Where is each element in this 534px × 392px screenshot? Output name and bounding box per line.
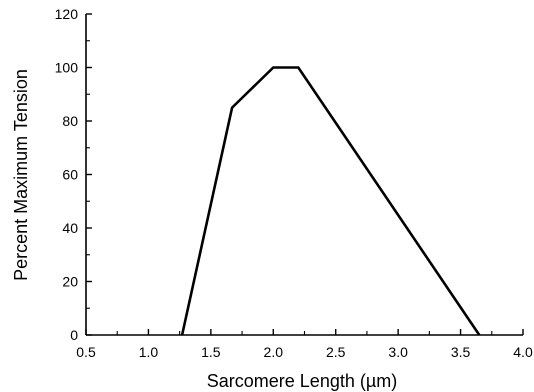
y-axis-title: Percent Maximum Tension — [11, 69, 31, 281]
y-tick-label-6: 120 — [55, 6, 79, 22]
y-tick-label-4: 80 — [62, 113, 78, 129]
x-ticks: 0.5 1.0 1.5 2.0 2.5 3.0 3.5 4.0 — [76, 329, 533, 360]
x-axis-title: Sarcomere Length (µm) — [207, 371, 397, 391]
x-tick-label-0: 0.5 — [76, 344, 96, 360]
series-line-0 — [180, 66, 481, 336]
x-tick-label-5: 3.0 — [388, 344, 408, 360]
y-tick-label-1: 20 — [62, 274, 78, 290]
y-tick-label-2: 40 — [62, 220, 78, 236]
axes — [85, 14, 523, 336]
y-tick-label-3: 60 — [62, 167, 78, 183]
x-tick-label-2: 1.5 — [201, 344, 221, 360]
x-tick-label-4: 2.5 — [326, 344, 346, 360]
y-tick-label-0: 0 — [70, 327, 78, 343]
x-tick-label-3: 2.0 — [264, 344, 284, 360]
y-tick-label-5: 100 — [55, 60, 79, 76]
x-tick-label-7: 4.0 — [513, 344, 533, 360]
y-ticks: 0 20 40 60 80 100 120 — [55, 6, 92, 343]
x-tick-label-6: 3.5 — [451, 344, 471, 360]
series-group — [180, 66, 481, 336]
x-tick-label-1: 1.0 — [139, 344, 159, 360]
